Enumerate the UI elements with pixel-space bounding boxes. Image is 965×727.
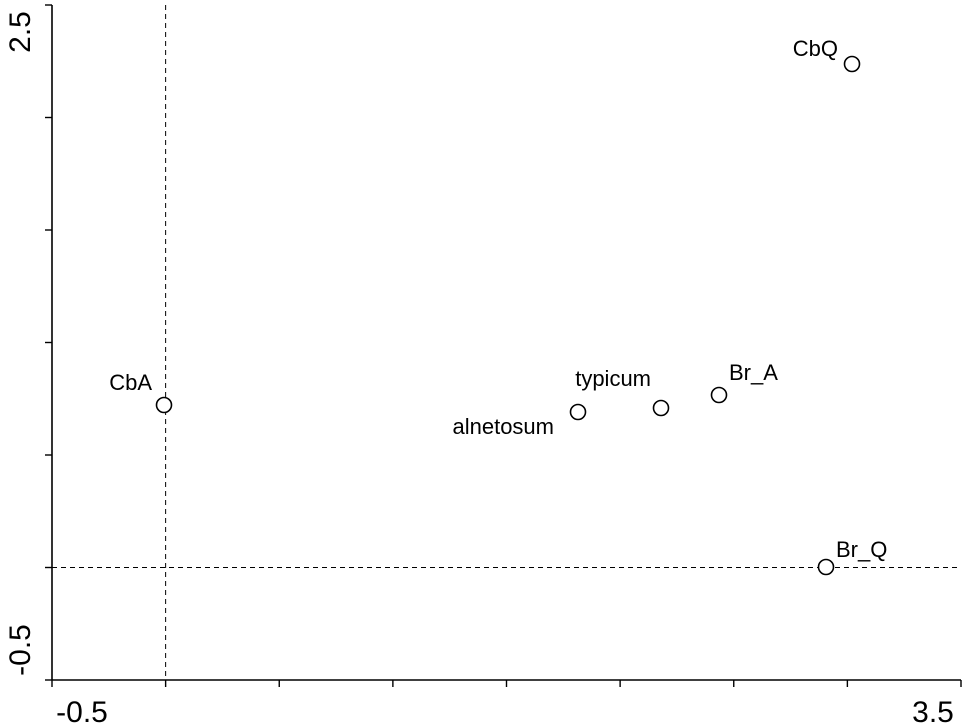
point-cba <box>155 396 173 414</box>
point-label-br-q: Br_Q <box>836 537 887 562</box>
x-tick-label-max: 3.5 <box>912 696 954 727</box>
point-typicum <box>652 399 670 417</box>
y-tick-label-min: -0.5 <box>4 624 37 676</box>
x-tick-label-min: -0.5 <box>56 696 108 727</box>
y-tick-label-max: 2.5 <box>4 11 37 53</box>
point-br-a <box>710 386 728 404</box>
point-cbq <box>843 55 861 73</box>
point-label-cba: CbA <box>109 370 152 395</box>
point-br-q <box>817 558 835 576</box>
point-alnetosum <box>569 403 587 421</box>
point-label-br-a: Br_A <box>729 360 778 385</box>
data-point-labels: CbQ CbA alnetosum typicum Br_A Br_Q <box>109 36 887 562</box>
point-label-typicum: typicum <box>575 366 651 391</box>
point-label-cbq: CbQ <box>793 36 838 61</box>
data-points <box>155 55 861 576</box>
axis-ticks <box>45 4 962 687</box>
axes <box>51 5 961 681</box>
axis-tick-labels: -0.5 3.5 -0.5 2.5 <box>4 11 954 727</box>
reference-lines <box>52 5 961 680</box>
point-label-alnetosum: alnetosum <box>452 414 554 439</box>
